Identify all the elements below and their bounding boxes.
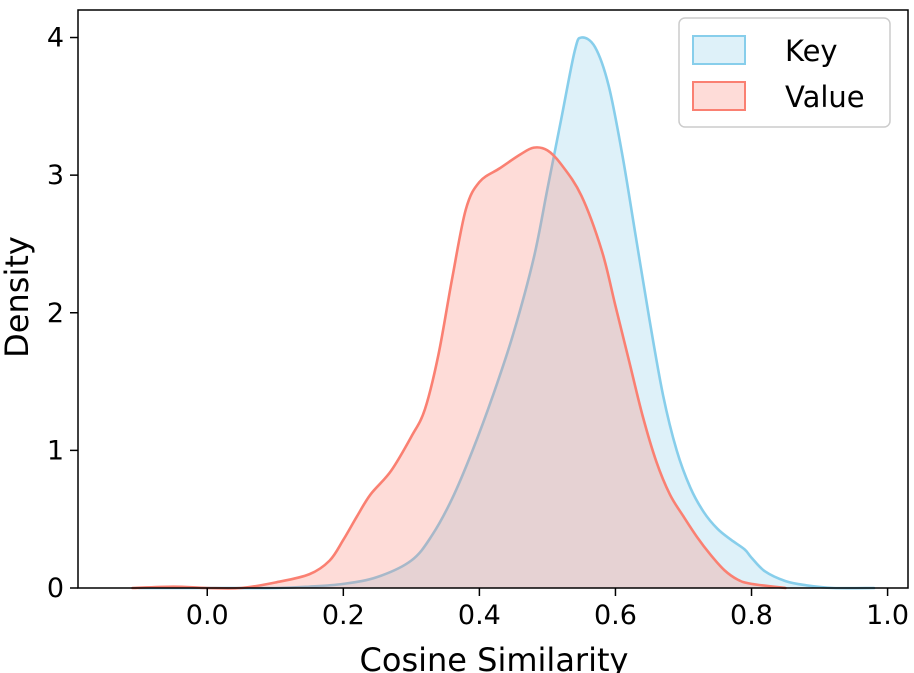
legend-label-key: Key xyxy=(785,34,838,68)
y-tick-label: 2 xyxy=(47,298,64,329)
series-area-key xyxy=(139,37,874,589)
legend: Key Value xyxy=(678,17,891,128)
plot-area xyxy=(131,36,876,590)
x-tick-label: 0.6 xyxy=(594,600,637,631)
series-line-value xyxy=(131,146,787,590)
legend-swatch-key xyxy=(692,35,746,65)
axes: 0.0 0.2 0.4 0.6 0.8 1.0 0 1 2 3 4 xyxy=(47,9,909,631)
legend-box xyxy=(678,17,891,128)
legend-swatch-value xyxy=(692,81,746,111)
series-area-value xyxy=(132,147,786,589)
x-axis-title: Cosine Similarity xyxy=(360,641,629,673)
axes-frame xyxy=(77,9,909,589)
x-tick-label: 0.2 xyxy=(322,600,365,631)
x-tick-label: 0.4 xyxy=(458,600,501,631)
x-tick-label: 0.0 xyxy=(186,600,229,631)
y-tick-label: 0 xyxy=(47,573,64,604)
y-tick-label: 3 xyxy=(47,160,64,191)
y-tick-label: 4 xyxy=(47,23,64,54)
legend-label-value: Value xyxy=(785,80,865,114)
y-axis-title: Density xyxy=(0,236,36,358)
y-tick-label: 1 xyxy=(47,435,64,466)
series-line-key xyxy=(137,36,876,590)
x-tick-label: 0.8 xyxy=(730,600,773,631)
x-tick-label: 1.0 xyxy=(866,600,909,631)
